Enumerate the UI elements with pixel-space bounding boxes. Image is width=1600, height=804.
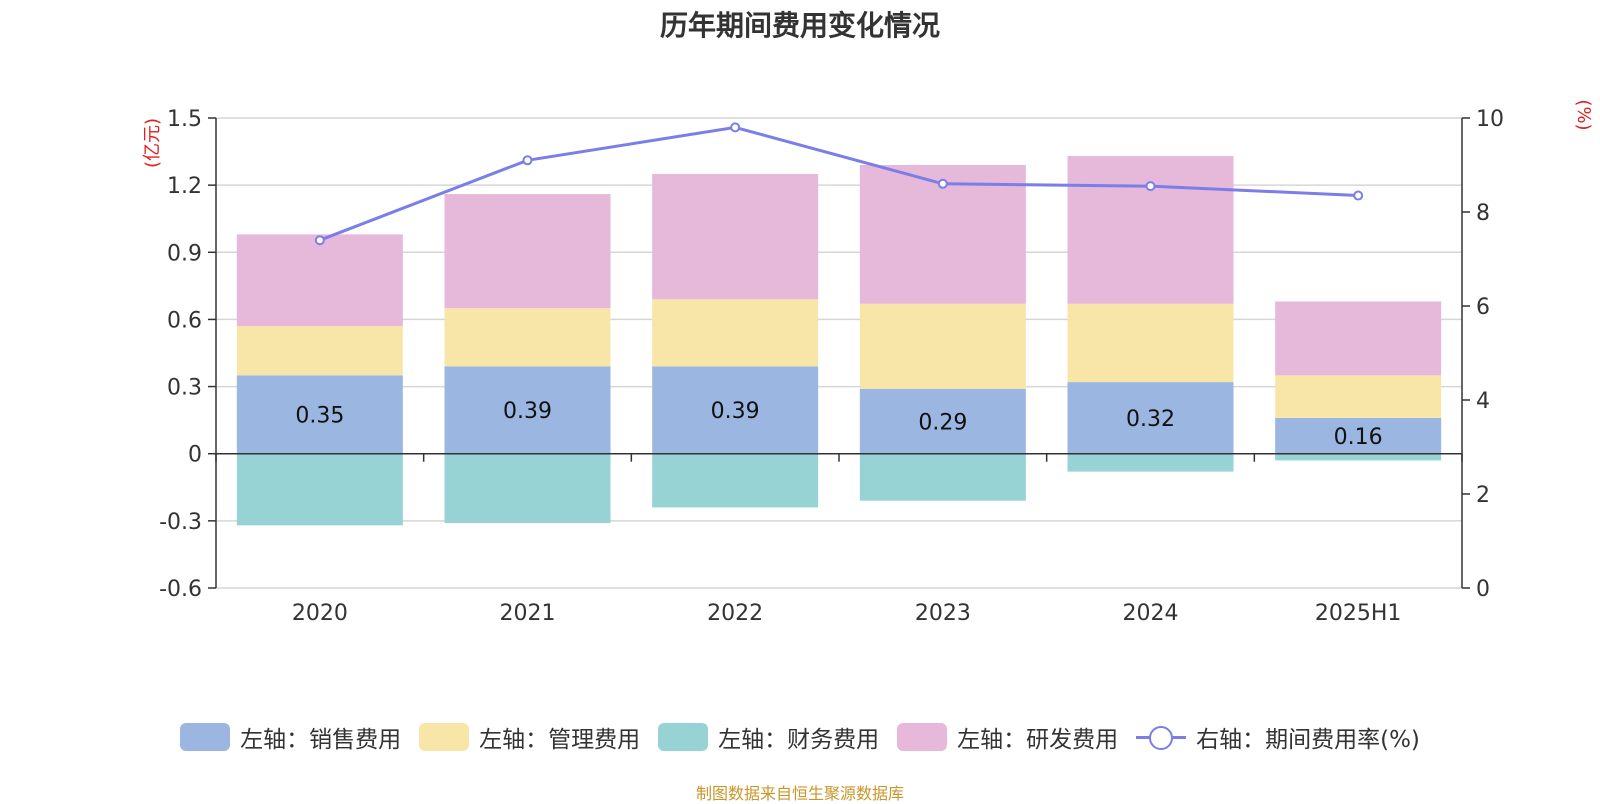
right-axis-unit: (%): [1573, 99, 1594, 130]
legend-item-sales[interactable]: 左轴：销售费用: [180, 720, 401, 754]
legend-swatch-sales: [180, 723, 231, 751]
legend-swatch-rnd: [897, 723, 948, 751]
bar-sales: [652, 366, 819, 454]
legend-swatch-admin: [419, 723, 470, 751]
rate-line: [314, 122, 1364, 246]
bars: [236, 156, 1442, 526]
bar-admin: [444, 308, 611, 367]
bar-rnd: [444, 194, 611, 309]
data-label-sales: 0.32: [1126, 407, 1175, 432]
data-labels: 0.35 0.39 0.39 0.29 0.32 0.16: [295, 399, 1382, 450]
rate-point: [1145, 181, 1156, 192]
bar-rnd: [1067, 156, 1234, 304]
x-tick-label: 2025H1: [1315, 601, 1402, 626]
bar-rnd: [1275, 301, 1442, 376]
bar-admin: [859, 303, 1026, 389]
bar-sales: [236, 375, 403, 454]
grid-lines: [216, 117, 1462, 589]
x-tick-label: 2022: [707, 601, 763, 626]
x-tick-label: 2020: [292, 601, 348, 626]
left-tick-label: 0.9: [167, 241, 202, 266]
rate-point: [1353, 190, 1364, 201]
data-label-sales: 0.35: [295, 404, 344, 429]
source-note: 制图数据来自恒生聚源数据库: [695, 784, 904, 803]
legend-label-rnd: 左轴：研发费用: [957, 727, 1119, 753]
left-tick-label: 0.3: [167, 376, 202, 401]
legend-label-finance: 左轴：财务费用: [718, 727, 880, 753]
bar-finance: [652, 453, 819, 508]
bar-rnd: [652, 173, 819, 300]
left-tick-label: 1.5: [167, 107, 202, 132]
legend-item-finance[interactable]: 左轴：财务费用: [658, 720, 879, 754]
right-tick-label: 10: [1476, 107, 1504, 132]
rate-point: [730, 122, 741, 133]
right-tick-label: 6: [1476, 295, 1490, 320]
left-tick-label: 1.2: [167, 174, 202, 199]
legend-label-admin: 左轴：管理费用: [479, 727, 641, 753]
bar-admin: [1067, 303, 1234, 383]
x-tick-label: 2021: [500, 601, 556, 626]
x-tick-label: 2023: [915, 601, 971, 626]
bar-rnd: [236, 234, 403, 327]
left-axis-unit: (亿元): [142, 118, 163, 168]
x-tick-label: 2024: [1123, 601, 1179, 626]
legend-swatch-finance: [658, 723, 709, 751]
data-label-sales: 0.16: [1334, 425, 1383, 450]
rate-point: [937, 178, 948, 189]
data-label-sales: 0.29: [918, 410, 967, 435]
bar-sales: [859, 388, 1026, 454]
bar-finance: [1275, 453, 1442, 461]
bar-finance: [236, 453, 403, 526]
bar-admin: [652, 299, 819, 367]
legend-label-sales: 左轴：销售费用: [240, 727, 402, 753]
left-tick-label: 0: [188, 443, 202, 468]
legend-item-rate[interactable]: 右轴：期间费用率(%): [1136, 720, 1420, 754]
rate-point: [522, 155, 533, 166]
bar-sales: [1275, 417, 1442, 454]
legend-label-rate: 右轴：期间费用率(%): [1196, 727, 1420, 753]
bar-sales: [1067, 382, 1234, 454]
left-tick-label: -0.3: [159, 510, 202, 535]
right-tick-label: 2: [1476, 483, 1490, 508]
left-tick-label: 0.6: [167, 308, 202, 333]
legend-line-rate-icon: [1136, 723, 1187, 751]
legend-item-admin[interactable]: 左轴：管理费用: [419, 720, 640, 754]
bar-finance: [859, 453, 1026, 501]
axes: -0.6 -0.3 0 0.3 0.6 0.9 1.2 1.5 0 2 4 6 8 10 (亿元) (%) 20…: [142, 99, 1594, 626]
data-label-sales: 0.39: [711, 399, 760, 424]
bar-sales: [444, 366, 611, 454]
right-tick-label: 8: [1476, 201, 1490, 226]
rate-point: [314, 235, 325, 246]
right-tick-label: 0: [1476, 577, 1490, 602]
right-tick-label: 4: [1476, 389, 1490, 414]
rate-line-path: [319, 125, 1359, 242]
bar-finance: [1067, 453, 1234, 472]
bar-finance: [444, 453, 611, 524]
bar-admin: [236, 326, 403, 376]
data-label-sales: 0.39: [503, 399, 552, 424]
legend-item-rnd[interactable]: 左轴：研发费用: [897, 720, 1118, 754]
bar-admin: [1275, 375, 1442, 418]
legend: 左轴：销售费用 左轴：管理费用 左轴：财务费用 左轴：研发费用 右轴：期间费用率…: [0, 720, 1600, 754]
left-tick-label: -0.6: [159, 577, 202, 602]
chart-title: 历年期间费用变化情况: [659, 9, 940, 42]
